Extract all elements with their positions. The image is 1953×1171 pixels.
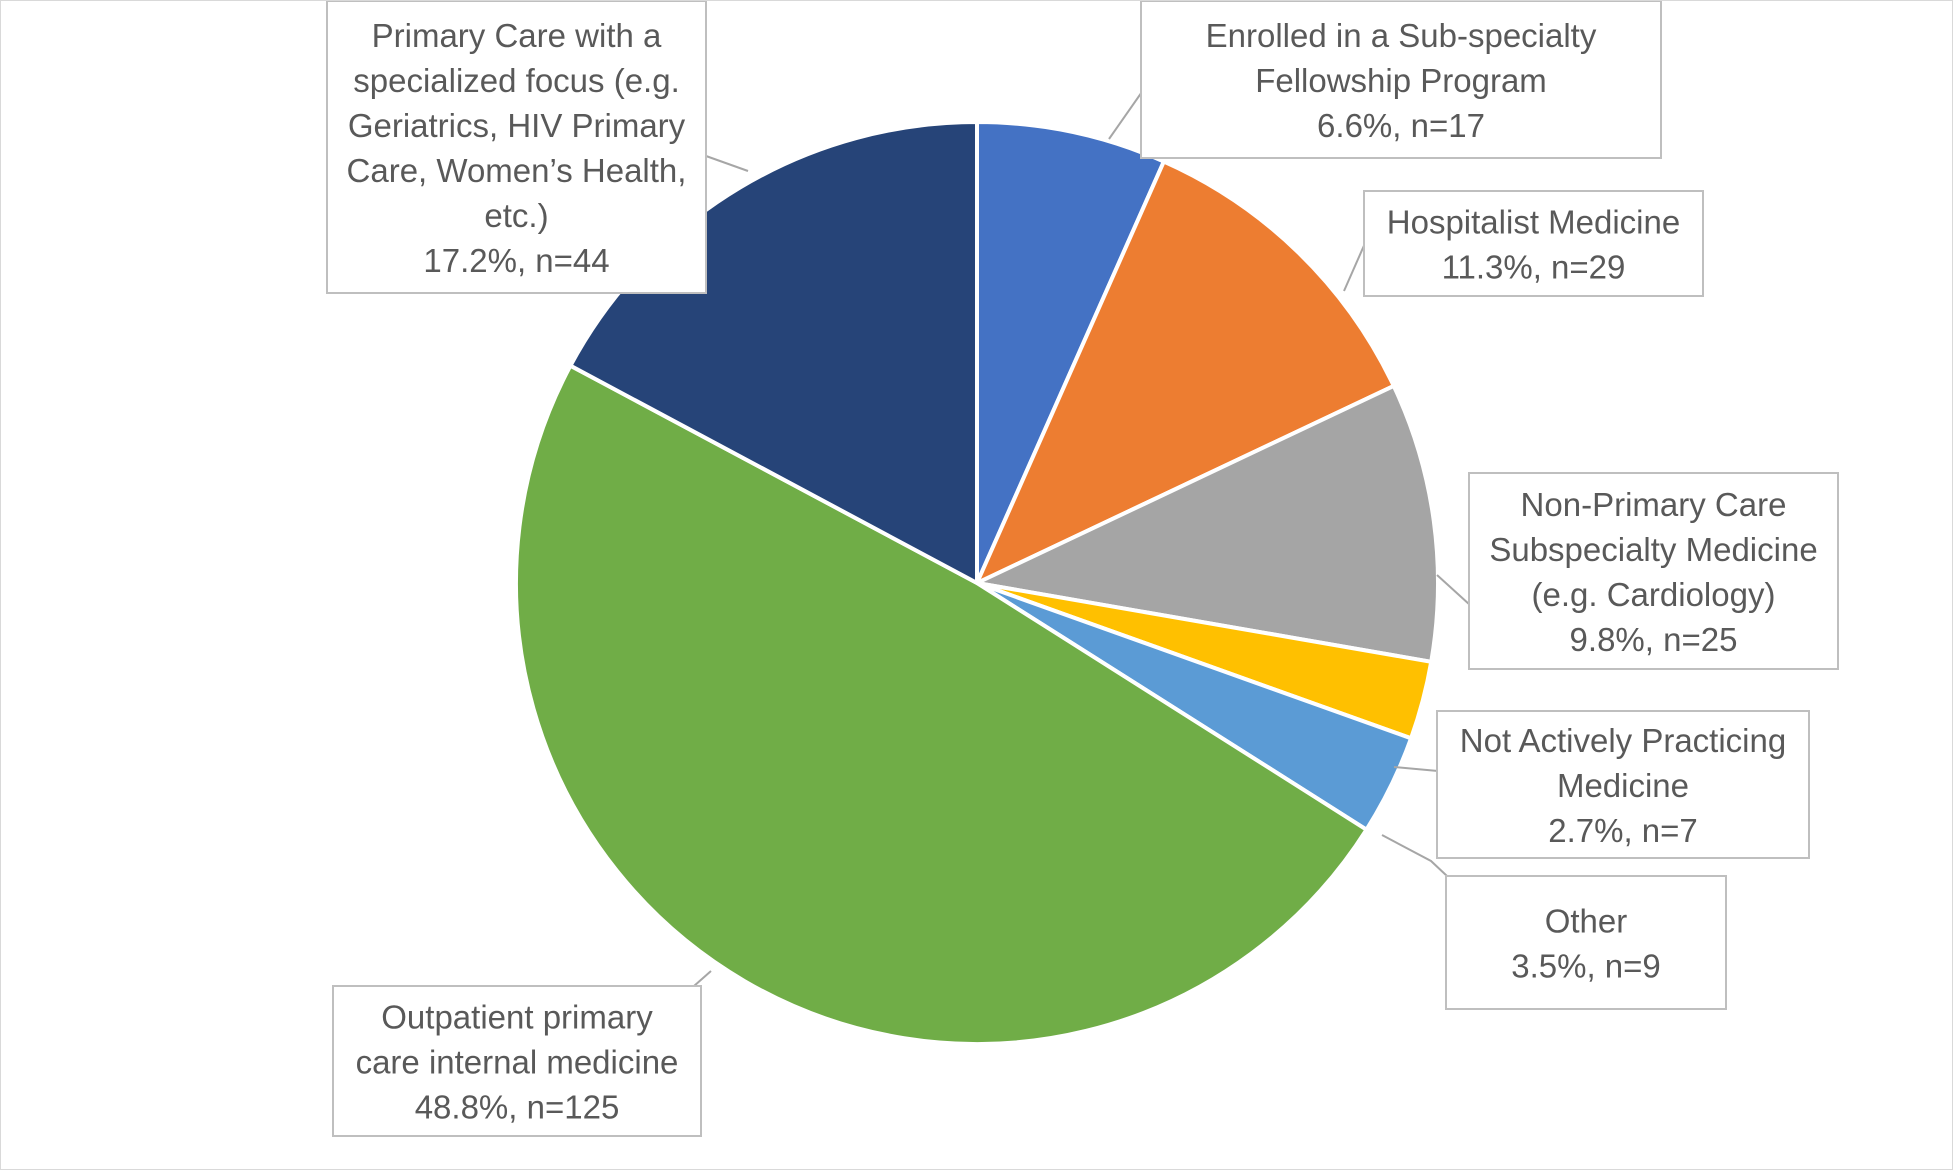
data-label-line: Geriatrics, HIV Primary <box>348 107 686 144</box>
data-label-line: 17.2%, n=44 <box>423 242 609 279</box>
data-label-box <box>332 985 702 1137</box>
data-label-line: 11.3%, n=29 <box>1442 249 1626 286</box>
data-label-box <box>1363 190 1704 297</box>
pie-slice-7 <box>568 120 979 585</box>
data-label-6: Outpatient primary care internal medicine… <box>332 985 702 1137</box>
data-label-line: Medicine <box>1557 767 1689 804</box>
data-label-line: Not Actively Practicing <box>1460 722 1786 759</box>
data-label-line: Outpatient primary <box>381 999 653 1036</box>
data-label-line: 9.8%, n=25 <box>1570 621 1738 658</box>
data-label-line: (e.g. Cardiology) <box>1532 576 1776 613</box>
data-label-2: Hospitalist Medicine 11.3%, n=29 <box>1363 190 1704 297</box>
data-label-box <box>1140 1 1662 159</box>
pie-slices <box>513 120 1440 1047</box>
leader-line-1 <box>1108 88 1145 140</box>
pie-slice-2 <box>975 159 1396 585</box>
leader-lines <box>693 88 1471 987</box>
data-label-line: care internal medicine <box>356 1044 679 1081</box>
data-label-line: etc.) <box>484 197 548 234</box>
data-label-4: Not Actively Practicing Medicine 2.7%, n=7 <box>1436 710 1810 859</box>
data-label-5: Other 3.5%, n=9 <box>1445 875 1727 1010</box>
data-label-line: 6.6%, n=17 <box>1317 107 1485 144</box>
data-label-line: Fellowship Program <box>1255 62 1547 99</box>
data-label-line: Other <box>1545 903 1628 940</box>
data-label-3: Non-Primary Care Subspecialty Medicine (e.… <box>1468 472 1839 670</box>
data-label-line: specialized focus (e.g. <box>353 62 680 99</box>
data-label-line: Enrolled in a Sub-specialty <box>1206 17 1597 54</box>
data-label-line: 48.8%, n=125 <box>415 1089 620 1126</box>
data-labels: Enrolled in a Sub-specialty Fellowship Pr… <box>326 1 1839 1137</box>
leader-line-3 <box>1436 574 1471 606</box>
data-label-line: 3.5%, n=9 <box>1511 948 1661 985</box>
data-label-box <box>1468 472 1839 670</box>
data-label-box <box>1445 875 1727 1010</box>
data-label-line: 2.7%, n=7 <box>1548 812 1698 849</box>
data-label-1: Enrolled in a Sub-specialty Fellowship Pr… <box>1140 1 1662 159</box>
leader-line-5 <box>1381 834 1448 877</box>
leader-line-7 <box>705 155 749 172</box>
data-label-box <box>1436 710 1810 859</box>
data-label-line: Care, Women’s Health, <box>347 152 687 189</box>
data-label-line: Hospitalist Medicine <box>1387 204 1680 241</box>
data-label-box <box>326 1 707 294</box>
leader-line-2 <box>1343 240 1367 292</box>
data-label-line: Non-Primary Care <box>1521 486 1787 523</box>
leader-line-6 <box>693 970 712 987</box>
data-label-line: Subspecialty Medicine <box>1489 531 1817 568</box>
data-label-line: Primary Care with a <box>372 17 662 54</box>
data-label-7: Primary Care with a specialized focus (e.… <box>326 1 707 294</box>
pie-slice-6 <box>513 363 1369 1047</box>
leader-line-4 <box>1393 766 1439 772</box>
pie-slice-3 <box>975 383 1440 664</box>
